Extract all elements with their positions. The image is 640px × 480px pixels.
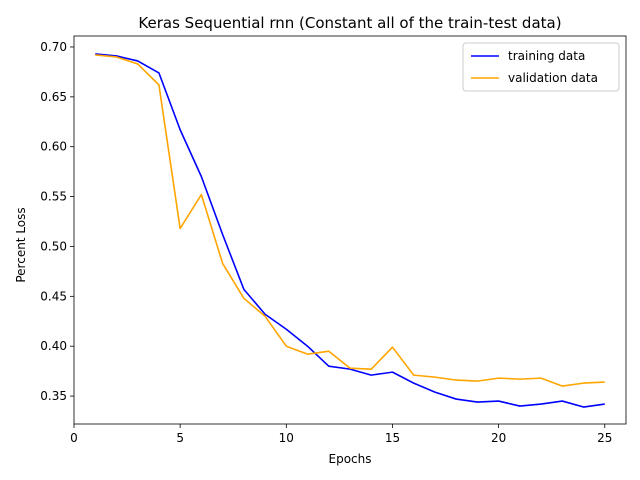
- y-tick-label: 0.65: [40, 90, 67, 104]
- y-tick-label: 0.60: [40, 140, 67, 154]
- y-tick-label: 0.50: [40, 239, 67, 253]
- series-line-0: [95, 53, 605, 408]
- y-tick-label: 0.40: [40, 339, 67, 353]
- y-tick-label: 0.35: [40, 389, 67, 403]
- x-tick-label: 10: [279, 431, 294, 445]
- y-axis-label: Percent Loss: [14, 207, 28, 282]
- legend-label-1: validation data: [508, 71, 598, 85]
- chart-title: Keras Sequential rnn (Constant all of th…: [138, 14, 561, 32]
- series-line-1: [95, 54, 605, 387]
- legend-label-0: training data: [508, 49, 585, 63]
- x-tick-label: 15: [385, 431, 400, 445]
- x-axis-label: Epochs: [329, 452, 372, 466]
- plot-area: 0 5 10 15 20 25 0.35 0.40 0.45 0.50 0.55 0.60 0.65 0.…: [40, 35, 627, 445]
- legend-box: [462, 42, 620, 92]
- x-tick-label: 20: [491, 431, 506, 445]
- y-tick-label: 0.70: [40, 40, 67, 54]
- y-tick-label: 0.55: [40, 190, 67, 204]
- x-tick-label: 25: [597, 431, 612, 445]
- axes-frame: [73, 35, 627, 425]
- x-tick-label: 0: [70, 431, 78, 445]
- y-tick-label: 0.45: [40, 289, 67, 303]
- x-tick-label: 5: [176, 431, 184, 445]
